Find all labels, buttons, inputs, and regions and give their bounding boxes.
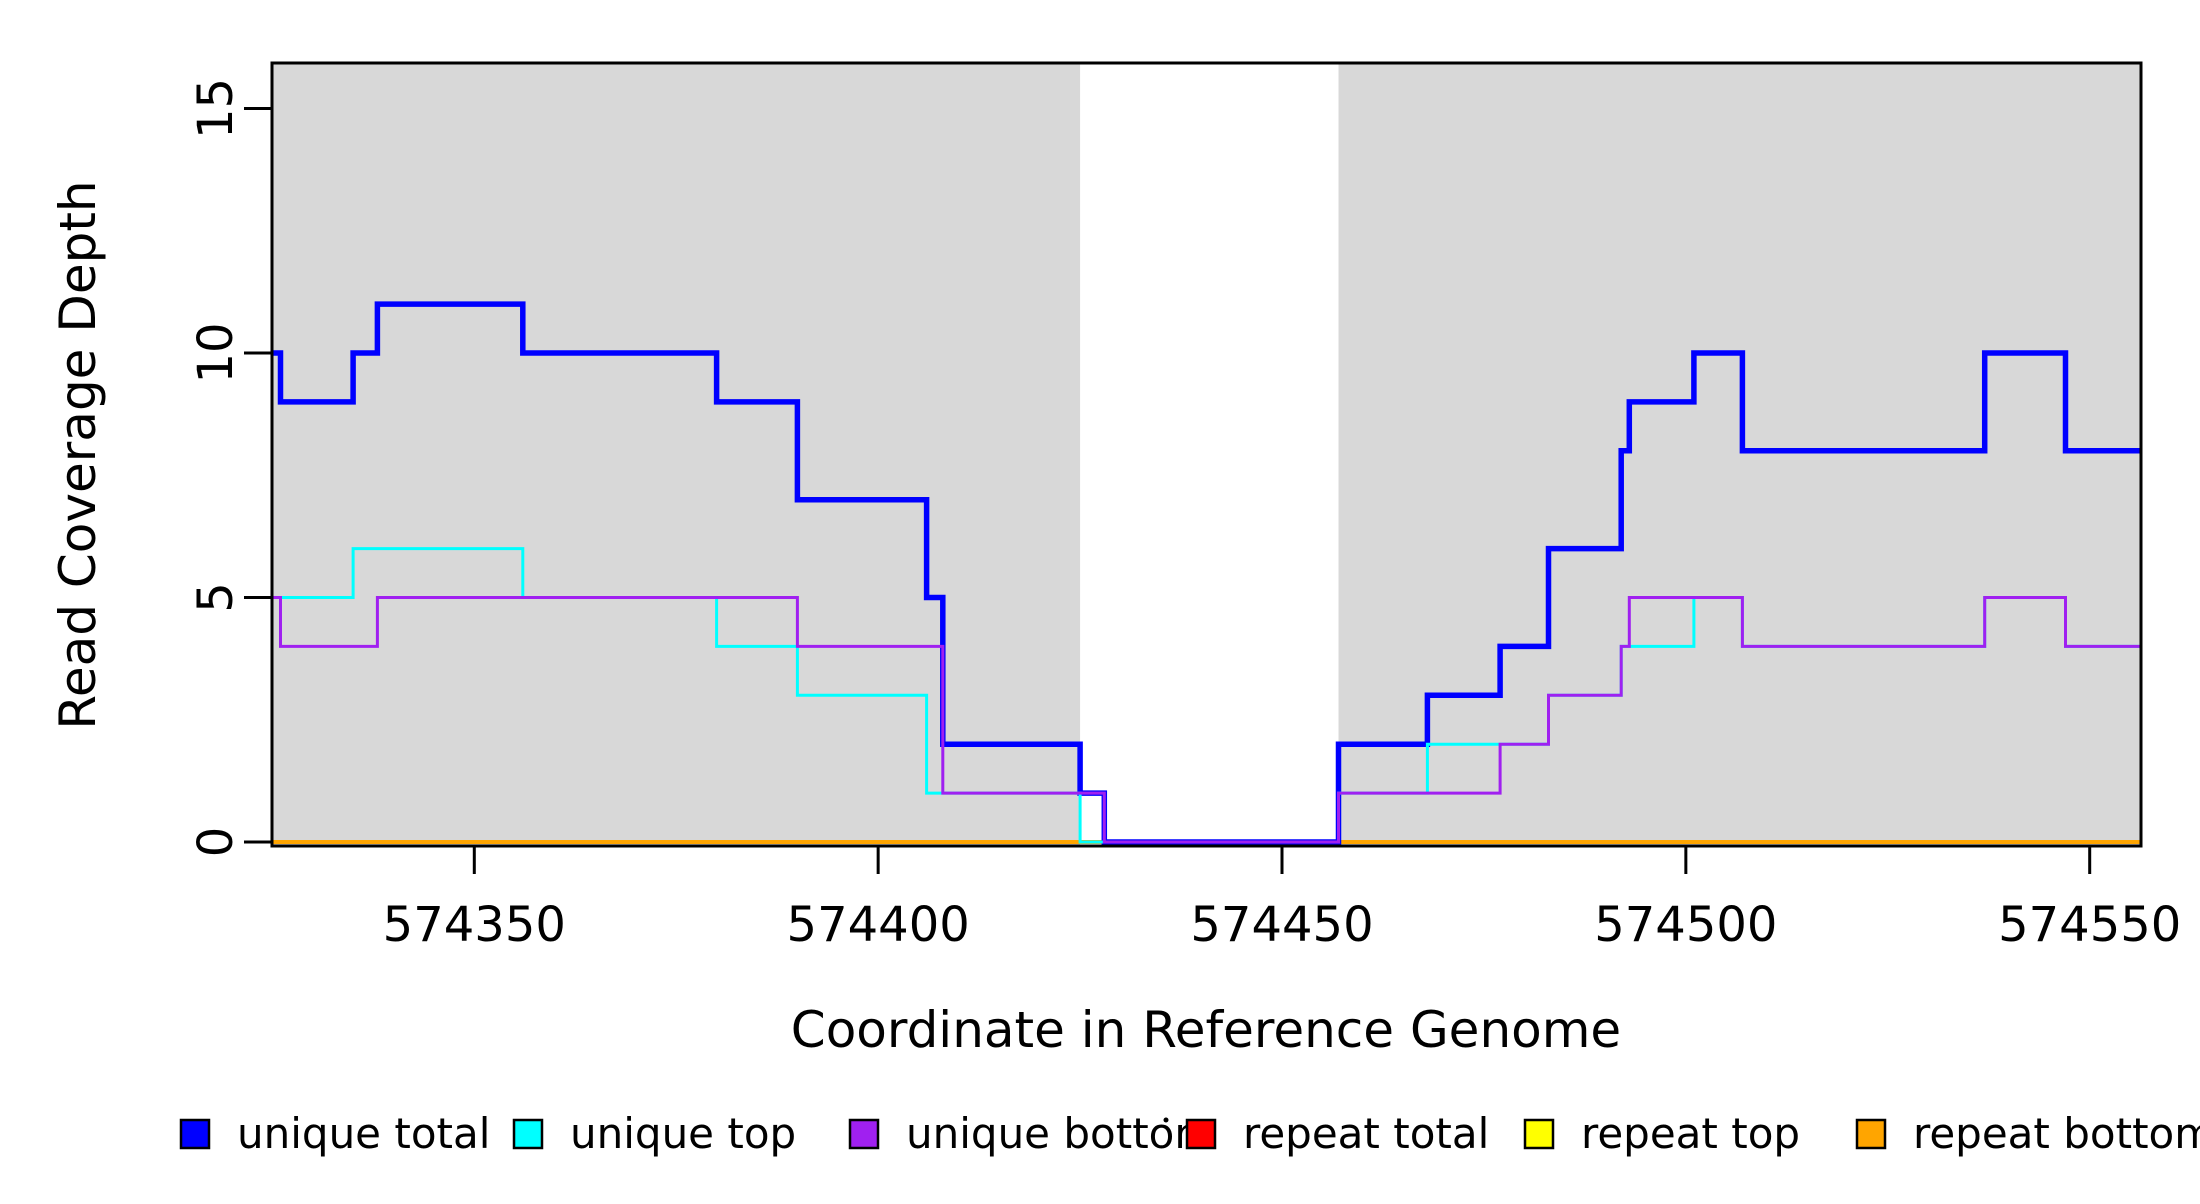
legend-swatch-unique-total [179, 1118, 211, 1150]
legend-swatch-repeat-bottom [1855, 1118, 1887, 1150]
plot-border [270, 61, 2143, 848]
legend-label-repeat-total: repeat total [1243, 1109, 1489, 1158]
x-tick-label: 574400 [787, 897, 970, 953]
legend-label-repeat-bottom: repeat bottom [1913, 1109, 2200, 1158]
legend-swatch-unique-top [512, 1118, 544, 1150]
y-axis-title: Read Coverage Depth [49, 180, 107, 729]
shaded-band-0 [272, 63, 1081, 845]
y-tick-label: 15 [188, 78, 244, 139]
legend-swatch-repeat-top [1523, 1118, 1555, 1150]
shaded-bands [272, 63, 2141, 845]
legend: unique total unique top unique bottom repea… [179, 1109, 2200, 1158]
legend-swatch-unique-bottom [848, 1118, 880, 1150]
series-unique-bottom [272, 596, 2141, 844]
x-tick-label: 574500 [1594, 897, 1777, 953]
legend-label-unique-total: unique total [237, 1109, 490, 1158]
x-tick-label: 574350 [383, 897, 566, 953]
series-lines [272, 301, 2141, 845]
y-tick-label: 10 [188, 322, 244, 383]
legend-label-repeat-top: repeat top [1581, 1109, 1800, 1158]
y-tick-label: 0 [188, 827, 244, 858]
x-axis-title: Coordinate in Reference Genome [791, 1001, 1621, 1059]
legend-label-unique-bottom: unique bottom [906, 1109, 1215, 1158]
y-axis-ticks: 0 5 10 15 [188, 78, 272, 857]
x-axis-ticks: 574350 574400 574450 574500 574550 [383, 846, 2181, 953]
legend-label-unique-top: unique top [570, 1109, 796, 1158]
x-tick-label: 574450 [1190, 897, 1373, 953]
y-tick-label: 5 [188, 582, 244, 613]
x-tick-label: 574550 [1998, 897, 2181, 953]
legend-stray-dot [1163, 1117, 1169, 1123]
shaded-band-1 [1338, 63, 2141, 845]
legend-swatch-repeat-total [1185, 1118, 1217, 1150]
